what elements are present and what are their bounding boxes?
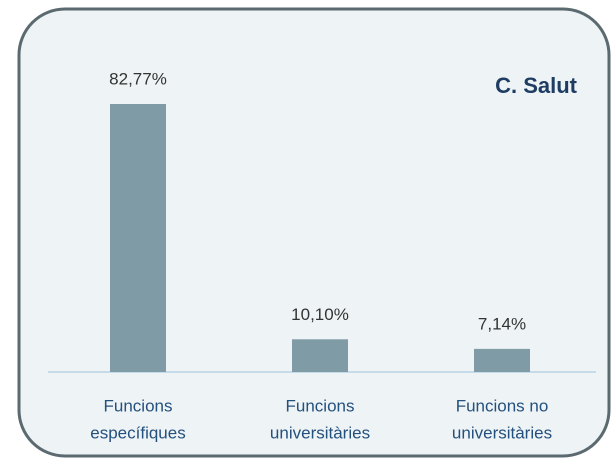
x-tick-label: Funcions bbox=[104, 396, 173, 415]
bar bbox=[292, 339, 348, 372]
value-label: 10,10% bbox=[291, 305, 349, 324]
x-tick-label: universitàries bbox=[270, 423, 370, 442]
x-tick-label: Funcions no bbox=[456, 396, 549, 415]
bar bbox=[474, 348, 530, 372]
value-label: 82,77% bbox=[109, 69, 167, 88]
chart-title: C. Salut bbox=[495, 73, 578, 98]
bar bbox=[110, 104, 166, 372]
x-tick-label: específiques bbox=[90, 423, 185, 442]
value-label: 7,14% bbox=[478, 314, 526, 333]
chart-frame bbox=[17, 7, 611, 458]
x-tick-label: Funcions bbox=[286, 396, 355, 415]
x-tick-label: universitàries bbox=[452, 423, 552, 442]
